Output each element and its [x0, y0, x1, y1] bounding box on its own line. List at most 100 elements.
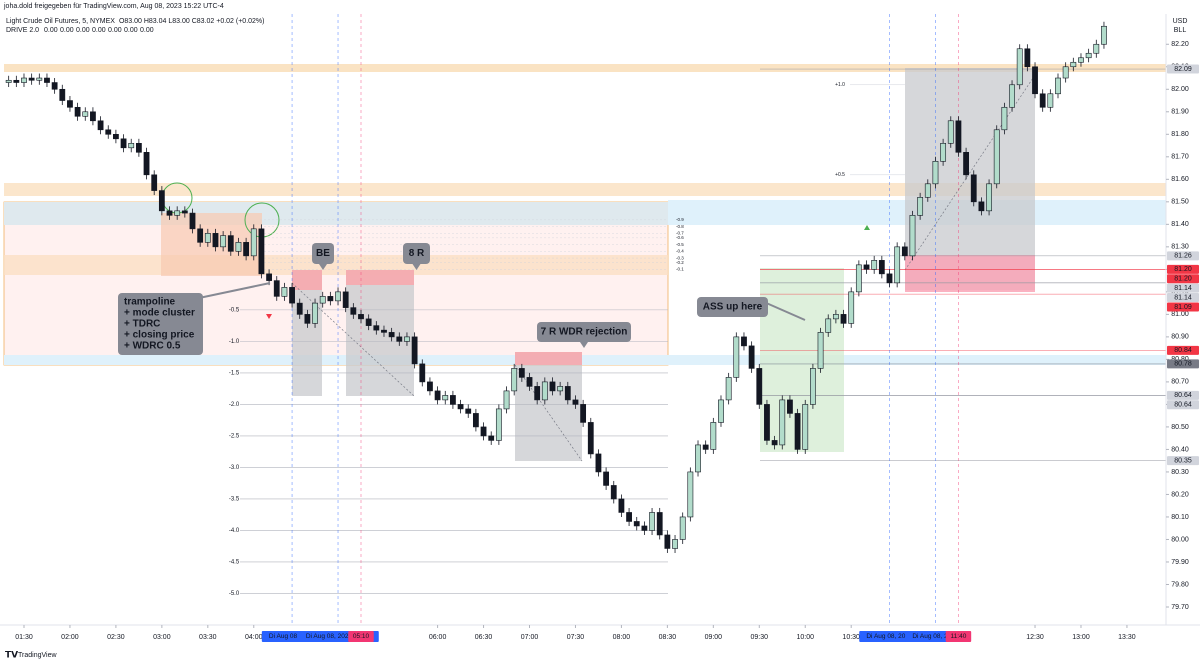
price-label-box: [1167, 283, 1199, 293]
candle-body: [404, 336, 410, 342]
candle-body: [970, 174, 977, 203]
price-label: 81.09: [1174, 304, 1192, 311]
brand-mark: 𝗧𝗩: [5, 649, 18, 659]
price-label-box: [1167, 293, 1199, 303]
minor-level-label: -0.8: [676, 224, 684, 229]
candle-body: [327, 296, 334, 302]
time-marker-label: 05:10: [353, 633, 370, 640]
time-marker-label: Di Aug 08, 2023: [866, 633, 913, 640]
plot-area: -0.5 -1.0 -1.5 -2.0 -2.5 -3.0 -3.5 -4.0 -4.5 -5.0…: [5, 14, 1166, 625]
candle-body: [664, 534, 671, 549]
minor-level-label: -0.5: [676, 242, 684, 247]
x-tick-label: 02:00: [61, 634, 79, 641]
candle-body: [832, 314, 839, 320]
candle-body: [411, 336, 418, 365]
candle-body: [1101, 25, 1107, 45]
y-tick-label: 79.70: [1171, 604, 1189, 611]
price-label-box: [1167, 456, 1199, 466]
minor-level-label: -0.7: [676, 231, 684, 236]
price-label: 80.64: [1174, 402, 1192, 409]
indicator-value: 0.00: [76, 27, 90, 34]
range-bottom-band: [4, 355, 1166, 365]
candle-body: [74, 106, 81, 117]
trade-path: [514, 364, 583, 462]
candle-body: [151, 174, 158, 191]
callout-text: + closing price: [124, 330, 195, 341]
candle-body: [427, 381, 433, 392]
candle-body: [480, 426, 487, 437]
y-tick-label: 80.30: [1171, 469, 1189, 476]
long-box: [760, 268, 844, 452]
callout-pointer: [580, 342, 588, 348]
stop-box: [515, 352, 582, 365]
y-tick-label: 81.00: [1171, 311, 1189, 318]
candle-body: [672, 539, 678, 549]
candle-body: [764, 404, 770, 441]
candle-body: [695, 444, 701, 473]
candle-body: [36, 77, 43, 81]
price-label: 80.64: [1174, 392, 1192, 399]
candle-body: [13, 79, 20, 83]
candle-body: [863, 264, 870, 270]
price-label: 81.14: [1174, 285, 1192, 292]
r-level-label: -4.0: [229, 528, 240, 534]
x-tick-label: 08:00: [613, 634, 631, 641]
candle-body: [633, 521, 640, 527]
candle-body: [993, 129, 1000, 185]
indicator-name: DRIVE 2.0: [6, 27, 39, 34]
candle-body: [587, 422, 594, 455]
time-marker-box: [945, 631, 972, 642]
r-level-label: -5.0: [229, 591, 240, 597]
candle-body: [503, 390, 510, 410]
callout: [118, 293, 203, 355]
candle-body: [718, 399, 724, 423]
candle-body: [472, 413, 479, 428]
candle-body: [281, 287, 288, 297]
candle-body: [388, 332, 395, 338]
callout-text: 8 R: [409, 248, 425, 259]
candle-body: [250, 228, 257, 257]
time-marker-label: Di Aug 08, 2023: [269, 633, 316, 640]
share-title: joha.dold freigegeben für TradingView.co…: [3, 3, 224, 10]
candle-body: [181, 210, 188, 214]
candle-body: [787, 399, 793, 414]
candle-body: [878, 260, 885, 275]
indicator-value: 0.00: [108, 27, 122, 34]
trade-path: [904, 74, 1036, 271]
candle-body: [886, 273, 893, 284]
x-tick-label: 03:30: [199, 634, 217, 641]
y-tick-label: 80.50: [1171, 424, 1189, 431]
candle-body: [802, 404, 809, 450]
r-level-label: -3.0: [229, 465, 240, 471]
candle-body: [1093, 43, 1100, 54]
candle-body: [894, 246, 901, 284]
candle-body: [44, 77, 50, 83]
y-tick-label: 80.90: [1171, 334, 1189, 341]
candle-body: [710, 422, 717, 450]
candle-body: [204, 233, 211, 243]
candle-body: [1047, 93, 1054, 108]
callout-text: ASS up here: [703, 302, 763, 313]
candle-body: [273, 280, 280, 297]
y-tick-label: 81.60: [1171, 176, 1189, 183]
candle-body: [541, 381, 548, 401]
candle-body: [917, 197, 924, 216]
y-tick-label: 80.70: [1171, 379, 1189, 386]
candle-body: [1055, 77, 1061, 95]
x-tick-label: 04:00: [245, 634, 263, 641]
price-label-box: [1167, 400, 1199, 410]
candle-body: [618, 498, 625, 513]
candle-body: [212, 233, 219, 248]
candle-body: [1016, 48, 1023, 86]
r-level-label: -1.0: [229, 339, 240, 345]
price-label-box: [1167, 264, 1199, 274]
trade-box: [346, 270, 414, 396]
candle-body: [158, 190, 165, 212]
zones: [3, 64, 1166, 462]
y-tick-label: 81.90: [1171, 109, 1189, 116]
candle-body: [296, 302, 303, 315]
candle-body: [350, 307, 357, 315]
callout-pointer: [198, 282, 271, 299]
x-tick-label: 09:00: [705, 634, 723, 641]
candle-body: [166, 210, 173, 216]
